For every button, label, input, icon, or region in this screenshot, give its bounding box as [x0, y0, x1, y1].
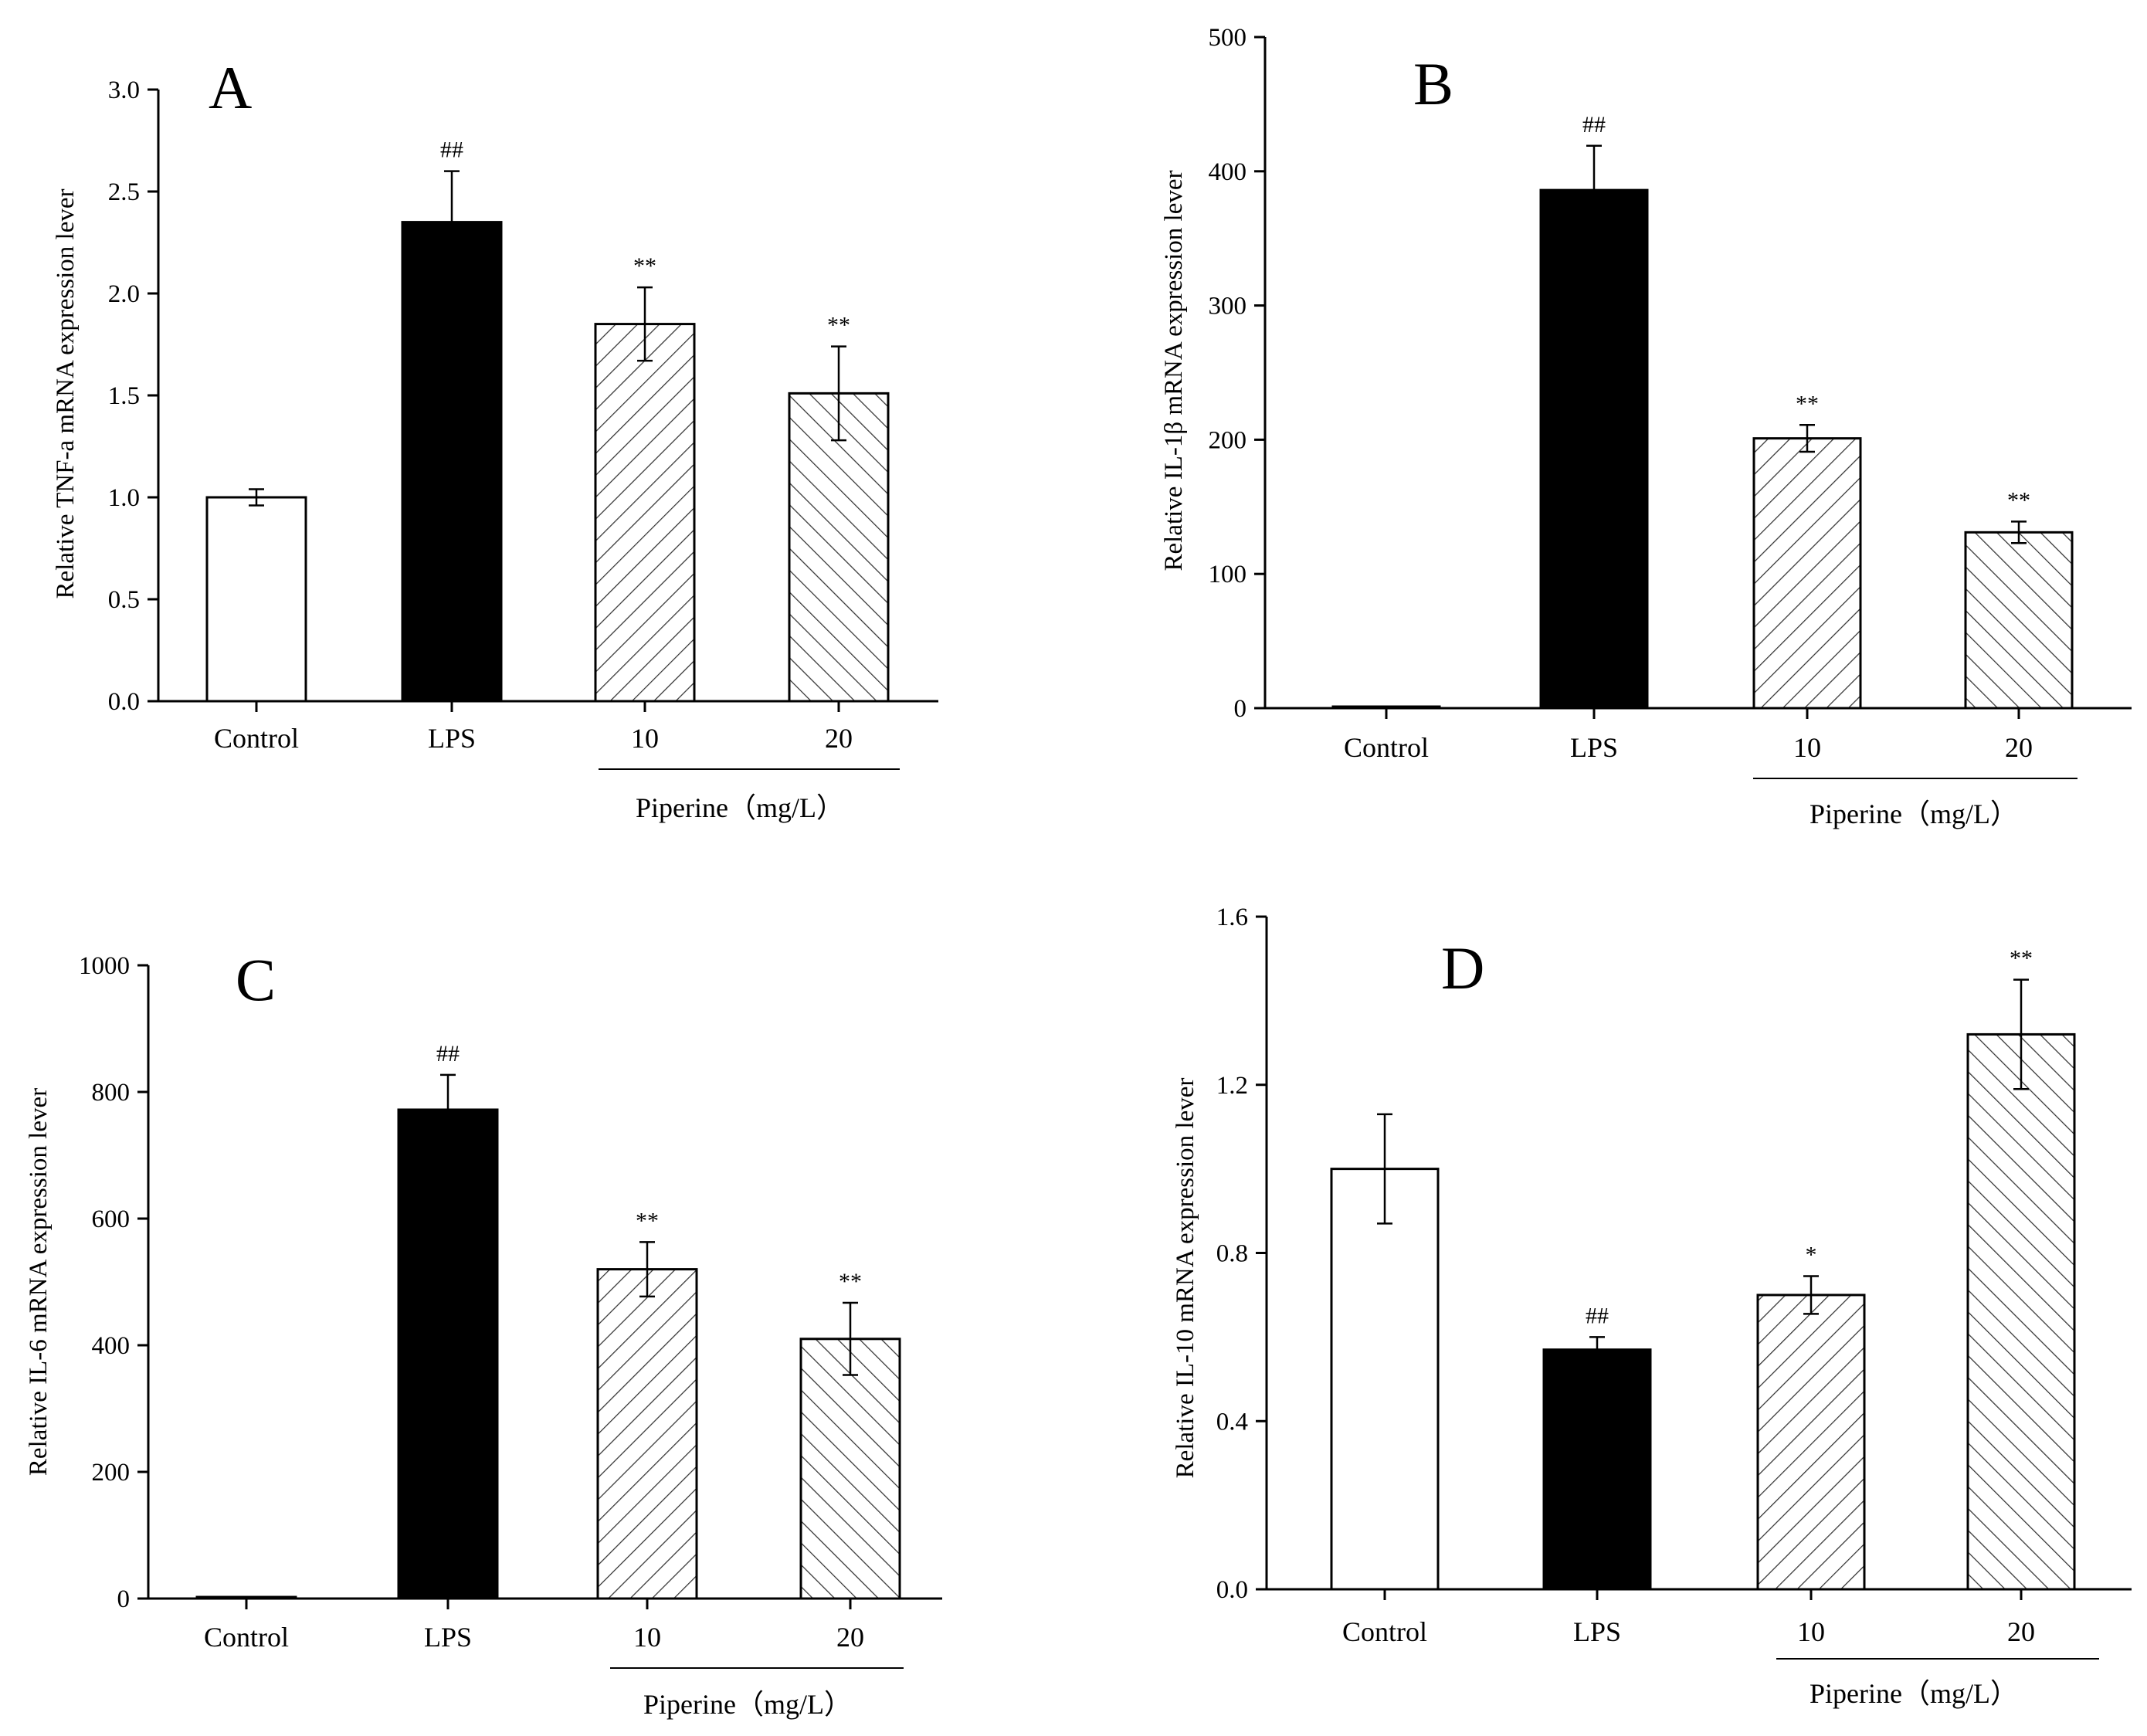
y-tick-label: 500 — [1209, 24, 1247, 52]
y-tick-label: 100 — [1209, 561, 1247, 588]
x-category-label: 20 — [2005, 732, 2033, 763]
significance-label: ## — [436, 1041, 460, 1066]
x-category-label: 20 — [2007, 1616, 2035, 1647]
y-tick-label: 2.0 — [108, 280, 140, 308]
x-category-label: LPS — [1570, 732, 1618, 763]
bar-lps — [397, 1108, 499, 1600]
y-tick-label: 200 — [92, 1459, 131, 1487]
panel-a: 0.0 0.5 1.0 1.5 2.0 2.5 3.0 Control ## LPS ** 10 ** 2… — [52, 54, 938, 823]
bar-control — [1330, 1168, 1440, 1591]
significance-label: ** — [633, 253, 656, 279]
y-axis-label: Relative IL-10 mRNA expression lever — [1172, 1078, 1199, 1479]
x-category-label: 10 — [631, 723, 659, 754]
significance-label: ## — [1586, 1303, 1609, 1328]
y-tick-label: 800 — [92, 1079, 131, 1107]
bar-lps — [1542, 1348, 1652, 1591]
significance-label: ** — [839, 1269, 862, 1294]
significance-label: ** — [636, 1208, 659, 1233]
y-tick-label: 0.0 — [108, 688, 140, 716]
y-tick-label: 200 — [1209, 426, 1247, 454]
x-category-label: Control — [204, 1622, 289, 1653]
y-tick-label: 0 — [1234, 695, 1247, 723]
y-tick-label: 1000 — [79, 952, 130, 980]
bar-10 — [596, 1268, 698, 1600]
y-tick-label: 0.5 — [108, 586, 140, 614]
x-category-label: 10 — [1793, 732, 1821, 763]
panel-letter: A — [209, 54, 252, 121]
y-tick-label: 600 — [92, 1205, 131, 1233]
panel-letter: B — [1413, 50, 1453, 117]
panel-c: 0 200 400 600 800 1000 Control ## LPS ** 10 ** 20 Pip… — [25, 946, 942, 1720]
x-category-label: 20 — [825, 723, 853, 754]
x-category-label: 20 — [836, 1622, 864, 1653]
y-axis-label: Relative TNF-a mRNA expression lever — [52, 189, 80, 599]
bar-control — [205, 496, 307, 703]
bar-10 — [1756, 1294, 1866, 1591]
significance-label: * — [1806, 1242, 1817, 1267]
group-label: Piperine（mg/L） — [1810, 1678, 2018, 1709]
bar-20 — [1964, 531, 2074, 710]
significance-label: ** — [2010, 946, 2033, 971]
bar-lps — [1539, 188, 1649, 710]
significance-label: ** — [2007, 487, 2030, 513]
bar-20 — [799, 1338, 901, 1600]
y-tick-label: 1.0 — [108, 484, 140, 512]
bar-control — [195, 1595, 297, 1600]
y-tick-label: 0 — [117, 1585, 131, 1613]
significance-label: ## — [1582, 112, 1606, 137]
y-tick-label: 2.5 — [108, 178, 140, 206]
y-tick-label: 3.0 — [108, 76, 140, 104]
group-label: Piperine（mg/L） — [636, 792, 844, 823]
y-tick-label: 300 — [1209, 293, 1247, 320]
y-tick-label: 400 — [92, 1332, 131, 1360]
panel-b: 0 100 200 300 400 500 Control ## LPS ** 10 ** 20 Pipe… — [1160, 24, 2132, 829]
y-tick-label: 1.5 — [108, 382, 140, 410]
significance-label: ## — [440, 137, 463, 163]
bar-10 — [594, 323, 696, 703]
significance-label: ** — [1796, 391, 1819, 416]
bar-20 — [1966, 1032, 2076, 1591]
bar-control — [1331, 705, 1441, 710]
y-tick-label: 0.4 — [1216, 1408, 1248, 1436]
x-category-label: LPS — [424, 1622, 472, 1653]
group-label: Piperine（mg/L） — [1810, 798, 2018, 829]
bar-20 — [788, 392, 890, 703]
x-category-label: Control — [1344, 732, 1429, 763]
panel-letter: C — [236, 946, 276, 1013]
group-label: Piperine（mg/L） — [643, 1689, 852, 1720]
x-category-label: Control — [1342, 1616, 1427, 1647]
x-category-label: LPS — [428, 723, 476, 754]
x-category-label: 10 — [1797, 1616, 1825, 1647]
panel-letter: D — [1441, 934, 1484, 1002]
panel-d: 0.0 0.4 0.8 1.2 1.6 Control ## LPS * 10 ** 20 Piperi… — [1172, 904, 2132, 1709]
y-tick-label: 400 — [1209, 158, 1247, 186]
significance-label: ** — [827, 313, 850, 338]
bar-lps — [401, 221, 503, 703]
y-tick-label: 0.8 — [1216, 1240, 1248, 1268]
y-tick-label: 1.2 — [1216, 1072, 1248, 1100]
y-tick-label: 1.6 — [1216, 904, 1248, 931]
y-axis-label: Relative IL-1β mRNA expression lever — [1160, 170, 1188, 571]
y-axis-label: Relative IL-6 mRNA expression lever — [25, 1088, 53, 1476]
x-category-label: LPS — [1573, 1616, 1621, 1647]
bar-10 — [1752, 437, 1862, 710]
y-tick-label: 0.0 — [1216, 1576, 1248, 1604]
x-category-label: 10 — [633, 1622, 661, 1653]
x-category-label: Control — [214, 723, 299, 754]
